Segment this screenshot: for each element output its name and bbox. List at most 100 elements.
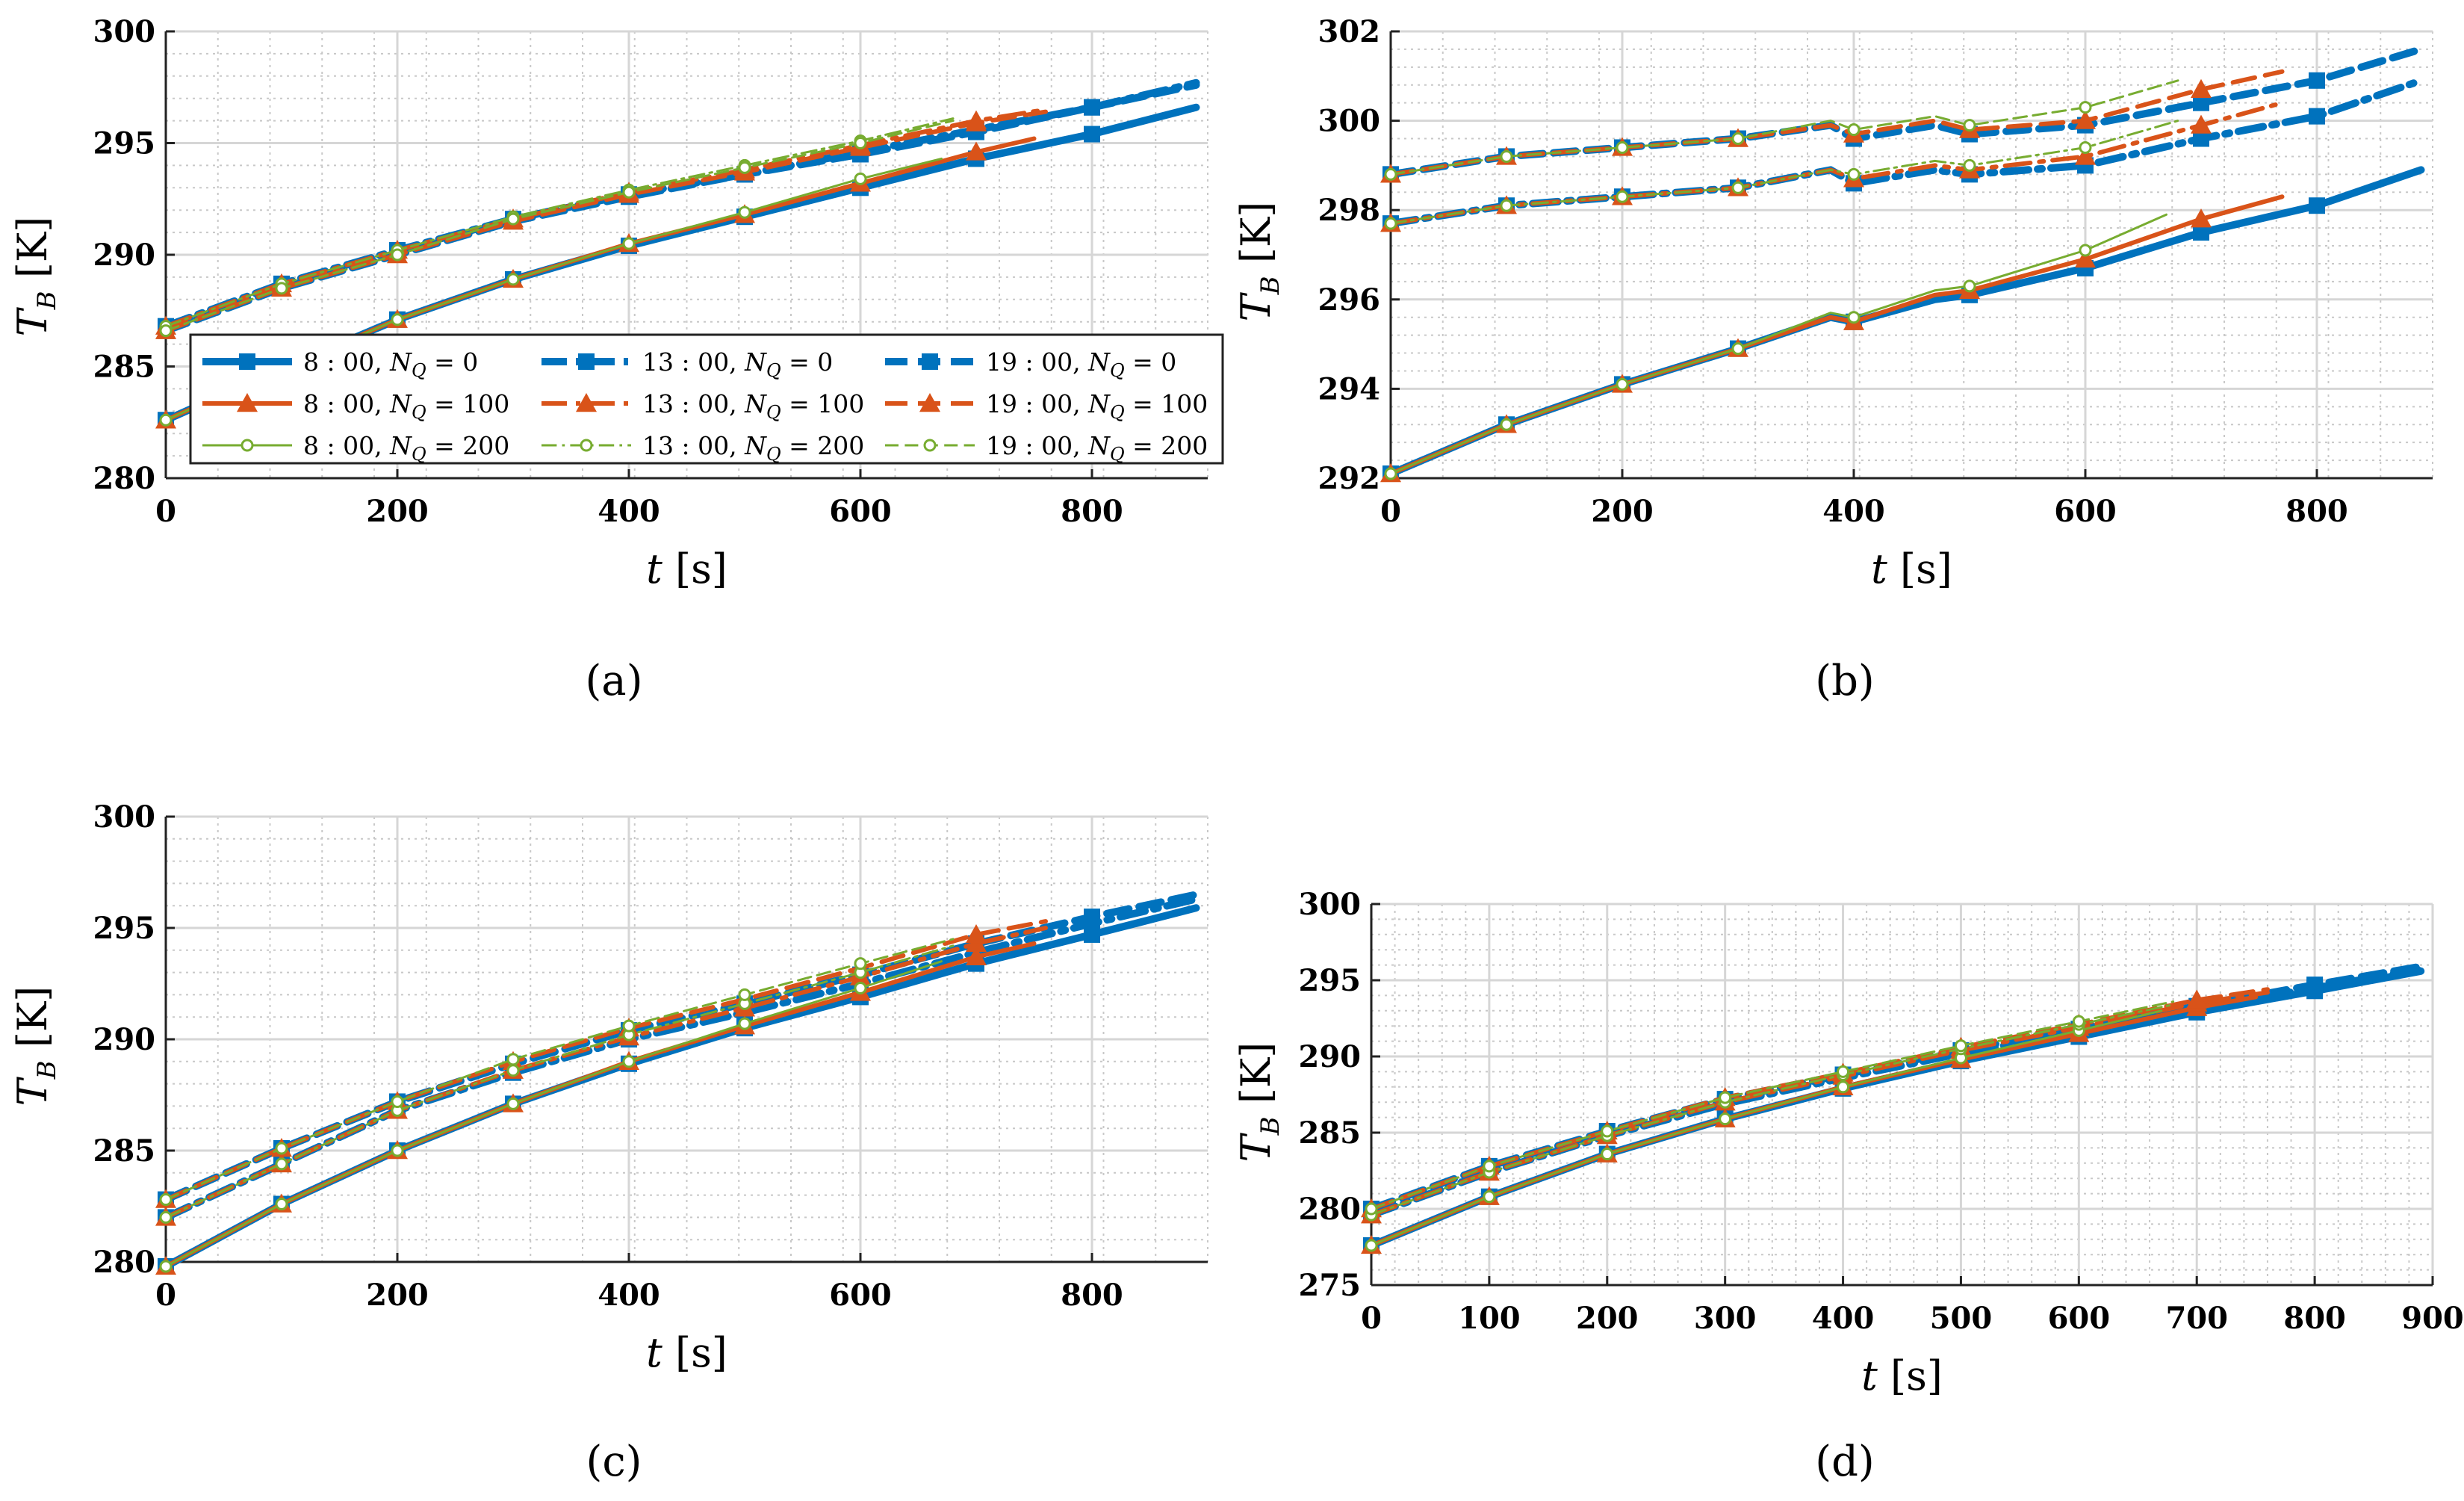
- legend-nq-subscript: Q: [1110, 402, 1125, 423]
- data-point: [738, 1017, 751, 1030]
- x-tick-label: 800: [2283, 1301, 2346, 1336]
- series-line: [164, 960, 943, 1268]
- x-axis-unit: [s]: [1878, 1352, 1943, 1399]
- data-point: [854, 137, 867, 149]
- data-point: [1365, 1202, 1378, 1216]
- data-point: [2186, 989, 2208, 1009]
- legend-time: 19 : 00,: [986, 347, 1088, 377]
- legend-value: = 0: [426, 347, 479, 377]
- y-axis-symbol: T: [1232, 291, 1279, 321]
- data-point: [275, 1142, 288, 1155]
- x-tick-label: 400: [1812, 1301, 1875, 1336]
- x-tick-label: 700: [2165, 1301, 2228, 1336]
- data-point: [2079, 244, 2092, 257]
- y-axis-label: TB [K]: [9, 217, 62, 337]
- data-point: [738, 205, 751, 219]
- data-point: [159, 1260, 173, 1273]
- x-axis-unit: [s]: [662, 545, 727, 592]
- data-point: [854, 957, 867, 971]
- data-point: [854, 172, 867, 185]
- data-point: [622, 185, 636, 199]
- data-point: [506, 1064, 520, 1077]
- x-tick-label: 300: [1694, 1301, 1757, 1336]
- series-line: [1370, 1000, 2175, 1210]
- y-tick-label: 300: [93, 799, 156, 835]
- legend-nq-subscript: Q: [1110, 444, 1125, 465]
- y-tick-label: 298: [1318, 193, 1381, 228]
- legend-nq-subscript: Q: [1110, 360, 1125, 381]
- y-tick-label: 290: [93, 238, 156, 273]
- legend-value: = 100: [426, 389, 510, 418]
- legend-entry-label: 19 : 00, NQ = 200: [986, 431, 1208, 465]
- legend-nq: N: [389, 347, 412, 377]
- x-tick-label: 200: [366, 494, 429, 529]
- data-point: [1601, 1124, 1614, 1138]
- x-axis-label: t [s]: [1861, 1352, 1943, 1399]
- x-axis-unit: [s]: [1887, 545, 1952, 592]
- data-point: [2309, 72, 2325, 89]
- legend-nq-subscript: Q: [412, 402, 426, 423]
- legend-time: 19 : 00,: [986, 389, 1088, 418]
- x-tick-label: 400: [598, 1278, 660, 1313]
- data-point: [1963, 158, 1976, 172]
- x-tick-label: 600: [829, 494, 892, 529]
- legend-entry-label: 8 : 00, NQ = 0: [303, 347, 478, 381]
- data-point: [506, 1097, 520, 1110]
- data-point: [2191, 114, 2212, 134]
- y-tick-label: 292: [1318, 461, 1381, 496]
- data-point: [966, 923, 987, 944]
- data-point: [1483, 1160, 1496, 1173]
- y-tick-label: 295: [93, 911, 156, 946]
- chart-panel-4: 0 100 200 300 400 500 600 700 800 900 275 280 285 290…: [1232, 887, 2464, 1399]
- data-point: [391, 1095, 404, 1108]
- data-point: [275, 1157, 288, 1171]
- data-point: [1731, 181, 1745, 194]
- data-point: [1084, 126, 1100, 143]
- x-tick-label: 0: [1361, 1301, 1382, 1336]
- y-tick-label: 280: [93, 461, 156, 496]
- chart-panel-1: 0 200 400 600 800 280 285 290 295 300 t [s] TB [K]: [9, 14, 1208, 592]
- data-point: [391, 313, 404, 326]
- data-point: [1384, 217, 1397, 230]
- legend-swatch-marker: [578, 353, 595, 370]
- y-tick-label: 296: [1318, 282, 1381, 318]
- data-point: [1500, 149, 1513, 163]
- legend-swatch-marker: [239, 353, 255, 370]
- x-axis-symbol: t: [646, 1329, 662, 1376]
- series-line: [1389, 213, 2167, 475]
- series-line: [164, 117, 955, 328]
- legend-nq: N: [389, 431, 412, 460]
- x-tick-label: 600: [2054, 494, 2117, 529]
- data-point: [2191, 78, 2212, 98]
- data-point: [1483, 1190, 1496, 1204]
- x-axis-label: t [s]: [646, 1329, 727, 1376]
- data-point: [506, 212, 520, 226]
- data-point: [1601, 1148, 1614, 1161]
- x-tick-label: 800: [1061, 494, 1123, 529]
- y-tick-label: 280: [1299, 1192, 1362, 1227]
- x-tick-label: 800: [1061, 1278, 1123, 1313]
- data-point: [506, 1053, 520, 1066]
- data-point: [1847, 167, 1861, 181]
- x-tick-label: 400: [598, 494, 660, 529]
- legend-entry-label: 19 : 00, NQ = 100: [986, 389, 1208, 423]
- x-axis-unit: [s]: [662, 1329, 727, 1376]
- data-point: [2079, 101, 2092, 114]
- data-point: [1719, 1112, 1732, 1126]
- data-point: [2193, 224, 2209, 241]
- x-tick-label: 600: [2048, 1301, 2111, 1336]
- y-tick-label: 300: [93, 14, 156, 49]
- data-point: [1616, 377, 1629, 391]
- legend-value: = 0: [781, 347, 834, 377]
- data-point: [1847, 123, 1861, 137]
- data-point: [159, 1193, 173, 1207]
- y-axis-label: TB [K]: [9, 986, 62, 1107]
- y-axis-subscript: B: [1256, 276, 1285, 295]
- y-tick-label: 275: [1299, 1268, 1362, 1303]
- data-point: [2075, 248, 2096, 268]
- series-line: [164, 120, 955, 332]
- series-line: [164, 944, 955, 1219]
- legend-nq: N: [1087, 347, 1111, 377]
- data-point: [159, 413, 173, 427]
